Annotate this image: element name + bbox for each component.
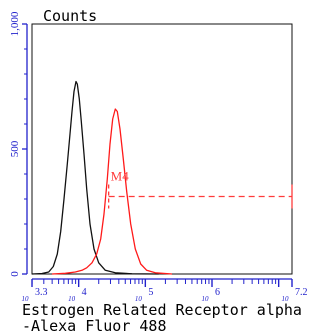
histogram-series-1 bbox=[31, 80, 159, 275]
svg-text:4: 4 bbox=[82, 287, 87, 298]
x-axis-label-line-2: -Alexa Fluor 488 bbox=[22, 317, 167, 335]
svg-text:5: 5 bbox=[148, 287, 153, 298]
svg-text:3.3: 3.3 bbox=[35, 287, 48, 298]
x-axis-label-line-1: Estrogen Related Receptor alpha bbox=[22, 301, 302, 319]
svg-text:6: 6 bbox=[215, 287, 220, 298]
svg-text:10: 10 bbox=[68, 295, 76, 303]
gate-label: M4 bbox=[111, 169, 130, 184]
x-tick-label: 10 4 bbox=[68, 287, 87, 303]
svg-text:7.2: 7.2 bbox=[295, 287, 308, 298]
x-tick-label: 10 6 bbox=[202, 287, 221, 303]
svg-text:10: 10 bbox=[135, 295, 143, 303]
x-tick-label: 107.2 bbox=[282, 287, 308, 303]
y-tick-label: 1,000 bbox=[9, 11, 21, 36]
histogram-series-2 bbox=[51, 108, 173, 275]
svg-text:10: 10 bbox=[282, 295, 290, 303]
x-tick-label: 103.3 bbox=[22, 287, 48, 303]
y-tick-label: 500 bbox=[9, 140, 21, 157]
y-tick-label: 0 bbox=[9, 271, 21, 277]
svg-text:10: 10 bbox=[202, 295, 210, 303]
svg-text:10: 10 bbox=[22, 295, 30, 303]
y-axis: 0 500 1,000 bbox=[9, 11, 28, 277]
gate-layer: M4 bbox=[108, 169, 293, 209]
x-tick-label: 10 5 bbox=[135, 287, 154, 303]
series-layer bbox=[31, 80, 173, 275]
plot-frame bbox=[31, 23, 293, 275]
y-axis-label: Counts bbox=[43, 7, 97, 25]
